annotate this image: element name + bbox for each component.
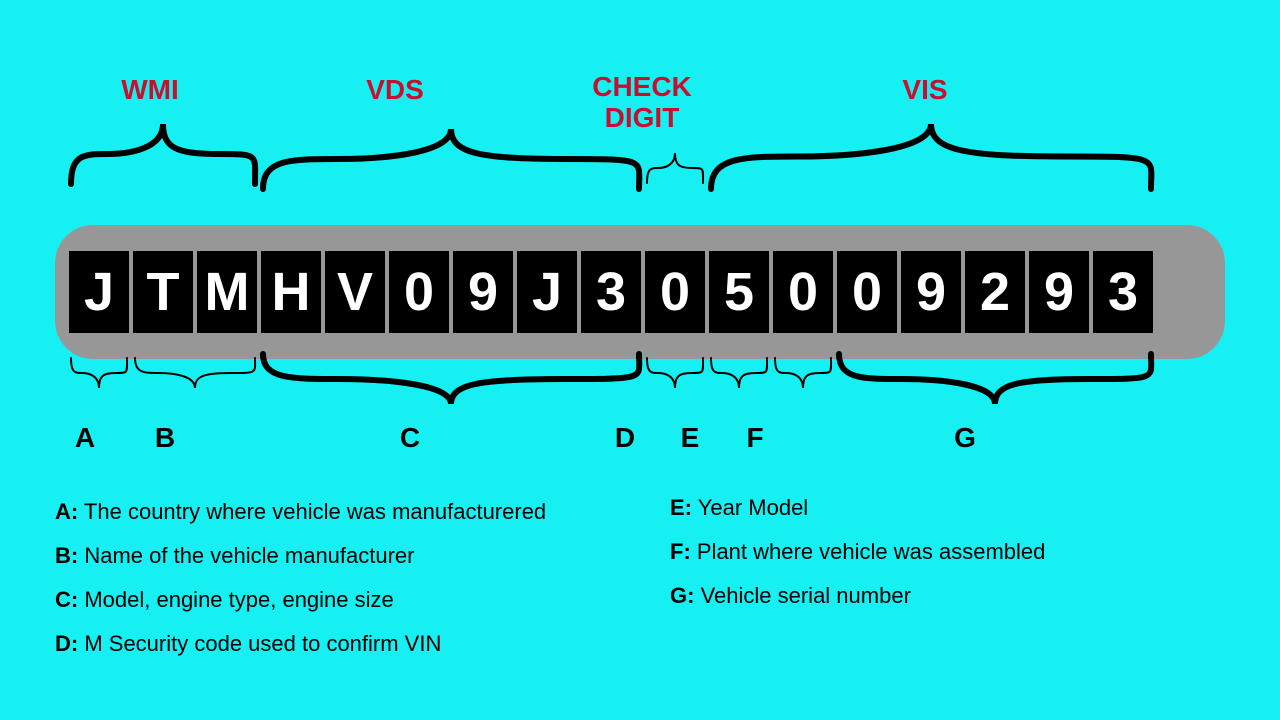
legend-key: D: [55,631,78,656]
section-label-bottom: G [945,422,985,454]
legend-value: Name of the vehicle manufacturer [78,543,414,568]
brace-bottom [135,358,255,392]
legend-value: The country where vehicle was manufactur… [78,499,546,524]
legend-key: C: [55,587,78,612]
legend-key: E: [670,495,692,520]
section-label-bottom: C [390,422,430,454]
vin-char: M [197,251,257,333]
legend-row: F: Plant where vehicle was assembled [670,530,1045,574]
legend-value: M Security code used to confirm VIN [78,631,441,656]
legend-key: B: [55,543,78,568]
brace-bottom [647,358,703,392]
legend-row: G: Vehicle serial number [670,574,1045,618]
section-label-bottom: E [670,422,710,454]
vin-char: 9 [1029,251,1089,333]
vin-char: 5 [709,251,769,333]
vin-char: T [133,251,193,333]
legend-left: A: The country where vehicle was manufac… [55,490,546,666]
vin-char: 3 [581,251,641,333]
brace-bottom [71,358,127,392]
vin-char: 0 [773,251,833,333]
legend-key: G: [670,583,694,608]
section-label-bottom: A [65,422,105,454]
brace-top [71,124,255,196]
vin-char: 0 [837,251,897,333]
brace-bottom [711,358,767,392]
legend-row: A: The country where vehicle was manufac… [55,490,546,534]
vin-char: 0 [389,251,449,333]
vin-char: 0 [645,251,705,333]
legend-right: E: Year ModelF: Plant where vehicle was … [670,486,1045,618]
brace-bottom [839,354,1151,416]
vin-char: 3 [1093,251,1153,333]
section-label-bottom: D [605,422,645,454]
vin-char: H [261,251,321,333]
legend-value: Year Model [692,495,808,520]
legend-value: Vehicle serial number [694,583,910,608]
section-label-top: CHECKDIGIT [562,72,722,134]
vin-char: 9 [453,251,513,333]
section-label-top: VIS [845,75,1005,106]
legend-key: A: [55,499,78,524]
brace-top [711,124,1151,201]
brace-top [647,153,703,187]
vin-char: J [69,251,129,333]
legend-row: D: M Security code used to confirm VIN [55,622,546,666]
brace-bottom [775,358,831,392]
legend-value: Model, engine type, engine size [78,587,394,612]
legend-row: C: Model, engine type, engine size [55,578,546,622]
section-label-top: WMI [70,75,230,106]
vin-char: 9 [901,251,961,333]
brace-bottom [263,354,639,416]
brace-top [263,129,639,201]
legend-row: E: Year Model [670,486,1045,530]
vin-char: V [325,251,385,333]
legend-key: F: [670,539,691,564]
section-label-bottom: F [735,422,775,454]
legend-value: Plant where vehicle was assembled [691,539,1046,564]
vin-pill: JTMHV09J305009293 [55,225,1225,359]
section-label-bottom: B [145,422,185,454]
legend-row: B: Name of the vehicle manufacturer [55,534,546,578]
section-label-top: VDS [315,75,475,106]
vin-char: J [517,251,577,333]
vin-char: 2 [965,251,1025,333]
